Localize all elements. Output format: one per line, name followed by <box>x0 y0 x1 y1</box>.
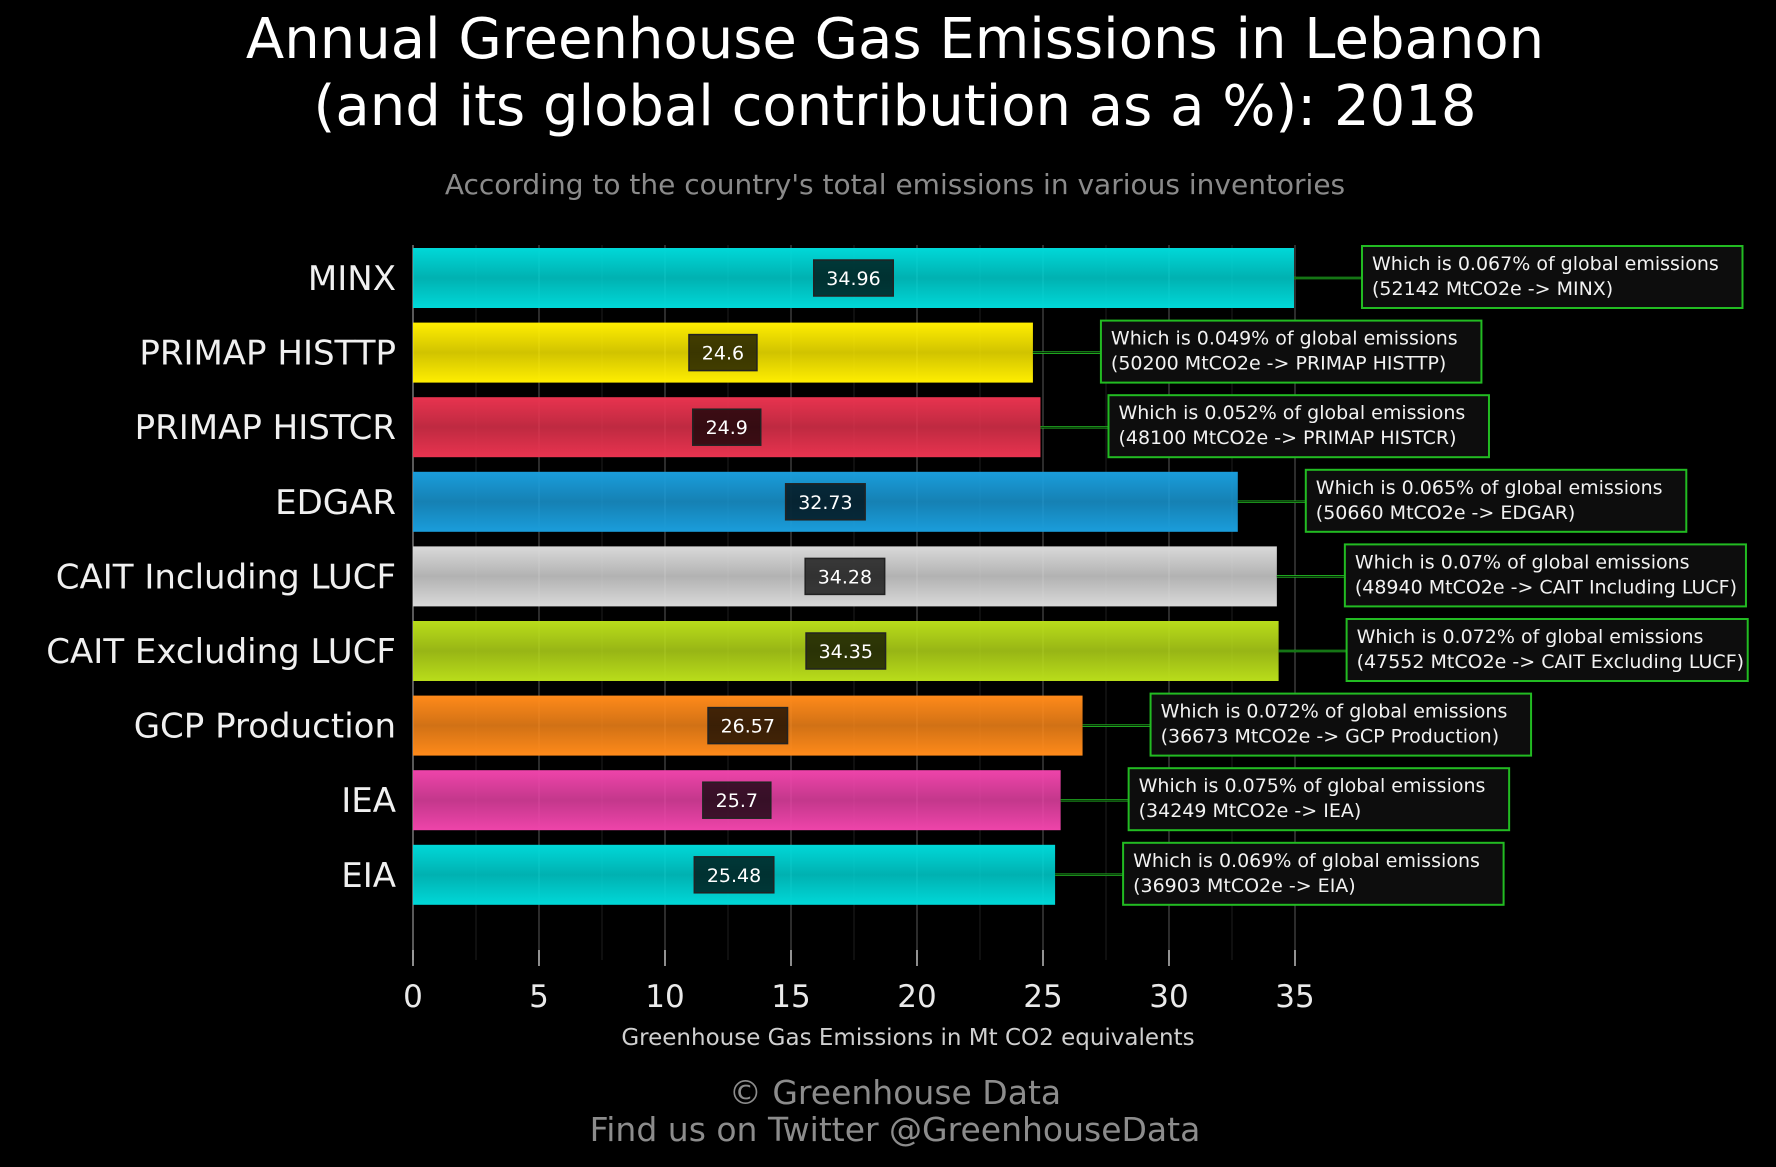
category-label: CAIT Including LUCF <box>56 557 396 597</box>
value-label: 34.35 <box>819 641 873 663</box>
annotation-line-1: Which is 0.075% of global emissions <box>1139 775 1486 797</box>
annotation-box <box>1099 319 1483 384</box>
value-label: 25.7 <box>716 790 758 812</box>
value-label-box <box>707 706 789 745</box>
category-label: CAIT Excluding LUCF <box>46 632 396 672</box>
category-label: EDGAR <box>275 483 396 523</box>
annotation-box <box>1304 468 1688 533</box>
annotation-box <box>1122 841 1505 906</box>
category-label: GCP Production <box>134 707 396 747</box>
chart-title: Annual Greenhouse Gas Emissions in Leban… <box>0 6 1776 140</box>
x-axis-title: Greenhouse Gas Emissions in Mt CO2 equiv… <box>621 1025 1194 1051</box>
x-tick-label: 10 <box>645 979 684 1015</box>
x-tick-label: 30 <box>1149 979 1188 1015</box>
value-label: 25.48 <box>707 865 761 887</box>
annotation-line-1: Which is 0.067% of global emissions <box>1372 253 1719 275</box>
annotation-line-2: (52142 MtCO2e -> MINX) <box>1372 278 1613 300</box>
annotation-box <box>1343 543 1747 608</box>
annotation-box <box>1149 692 1533 757</box>
title-line-1: Annual Greenhouse Gas Emissions in Leban… <box>245 7 1545 72</box>
annotation-box <box>1360 245 1744 309</box>
x-tick-label: 20 <box>897 979 936 1015</box>
annotation-line-2: (36903 MtCO2e -> EIA) <box>1133 875 1356 897</box>
annotation-line-1: Which is 0.07% of global emissions <box>1355 551 1690 573</box>
value-label: 26.57 <box>721 716 775 738</box>
annotation-line-2: (34249 MtCO2e -> IEA) <box>1139 800 1362 822</box>
value-label-box <box>693 856 775 894</box>
category-label: EIA <box>341 856 396 896</box>
category-label: MINX <box>308 259 396 299</box>
x-tick-label: 15 <box>771 979 810 1015</box>
chart-subtitle: According to the country's total emissio… <box>444 168 1346 201</box>
category-label: PRIMAP HISTCR <box>135 408 396 448</box>
value-label-box <box>784 483 866 521</box>
value-label-box <box>812 259 894 297</box>
annotation-line-1: Which is 0.069% of global emissions <box>1133 850 1480 872</box>
annotation-line-2: (50660 MtCO2e -> EDGAR) <box>1316 502 1576 524</box>
annotation-line-1: Which is 0.049% of global emissions <box>1111 328 1458 350</box>
category-label: IEA <box>341 781 396 821</box>
annotation-box <box>1345 618 1749 682</box>
annotation-box <box>1107 394 1490 459</box>
annotation-line-2: (50200 MtCO2e -> PRIMAP HISTTP) <box>1111 353 1446 375</box>
copyright-footer: © Greenhouse Data <box>728 1073 1062 1112</box>
value-label: 24.9 <box>706 417 748 439</box>
twitter-footer: Find us on Twitter @GreenhouseData <box>589 1110 1201 1149</box>
value-label-box <box>702 781 772 819</box>
value-label-box <box>804 557 886 596</box>
value-label: 34.96 <box>826 268 880 290</box>
annotation-line-1: Which is 0.065% of global emissions <box>1316 477 1663 499</box>
category-label: PRIMAP HISTTP <box>139 334 396 374</box>
value-label: 32.73 <box>798 492 852 514</box>
annotation-line-2: (36673 MtCO2e -> GCP Production) <box>1161 726 1500 748</box>
x-tick-label: 25 <box>1023 979 1062 1015</box>
x-tick-label: 35 <box>1275 979 1314 1015</box>
annotation-line-1: Which is 0.072% of global emissions <box>1161 701 1508 723</box>
annotation-line-2: (48100 MtCO2e -> PRIMAP HISTCR) <box>1118 427 1456 449</box>
value-label-box <box>805 632 887 670</box>
x-tick-label: 0 <box>403 979 423 1015</box>
annotation-line-2: (47552 MtCO2e -> CAIT Excluding LUCF) <box>1357 651 1744 673</box>
x-tick-label: 5 <box>529 979 549 1015</box>
annotation-line-1: Which is 0.052% of global emissions <box>1118 402 1465 424</box>
value-label: 34.28 <box>818 566 872 588</box>
value-label-box <box>691 408 762 446</box>
annotation-line-1: Which is 0.072% of global emissions <box>1357 626 1704 648</box>
value-label: 24.6 <box>702 343 744 365</box>
title-line-2: (and its global contribution as a %): 20… <box>313 74 1477 139</box>
value-label-box <box>688 333 758 372</box>
annotation-box <box>1127 767 1511 832</box>
annotation-line-2: (48940 MtCO2e -> CAIT Including LUCF) <box>1355 576 1737 598</box>
